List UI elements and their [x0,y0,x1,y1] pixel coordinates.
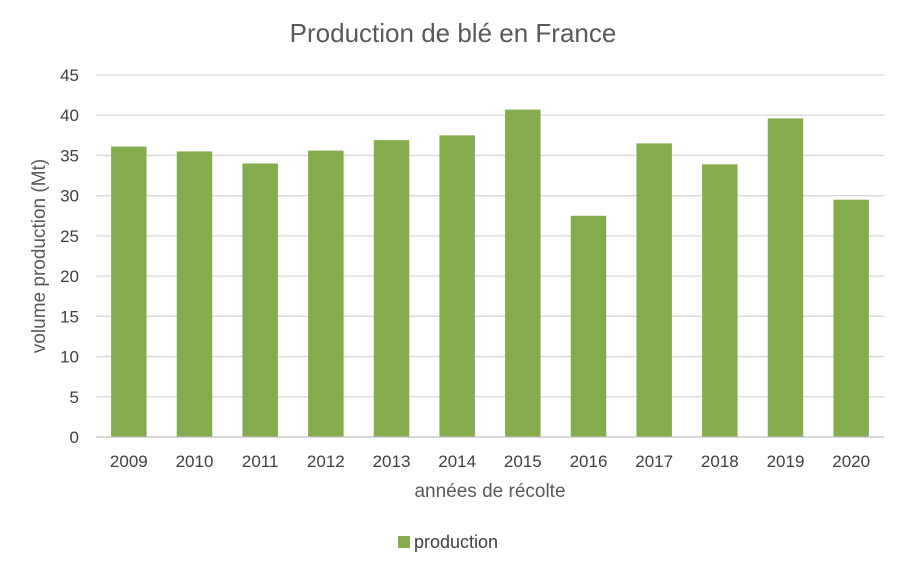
x-tick-label: 2014 [438,452,476,471]
bars [111,109,869,438]
x-tick-label: 2019 [767,452,805,471]
x-tick-label: 2018 [701,452,739,471]
y-tick-label: 20 [60,267,79,286]
legend-swatch [398,536,410,548]
bar-2016 [570,215,607,437]
x-tick-label: 2016 [570,452,608,471]
bar-2009 [111,146,147,437]
y-tick-label: 25 [60,227,79,246]
y-tick-label: 35 [60,146,79,165]
x-tick-label: 2009 [110,452,148,471]
x-tick-label: 2013 [373,452,411,471]
x-tick-label: 2012 [307,452,345,471]
bar-2020 [833,199,869,437]
chart-title: Production de blé en France [290,18,617,48]
bar-2015 [505,109,541,437]
y-tick-label: 40 [60,106,79,125]
bar-2011 [242,163,278,437]
y-tick-label: 45 [60,66,79,85]
x-tick-label: 2010 [176,452,214,471]
bar-2019 [767,118,804,437]
bar-2017 [636,143,672,437]
y-axis-ticks: 0 5 10 15 20 25 30 35 40 45 [60,66,79,447]
bar-2018 [702,164,738,437]
legend-label: production [414,532,498,552]
x-axis-ticks: 2009 2010 2011 2012 2013 2014 2015 2016 2017 2018… [110,452,870,471]
y-tick-label: 10 [60,348,79,367]
y-axis-label: volume production (Mt) [29,159,50,353]
bar-2012 [308,150,344,437]
y-tick-label: 30 [60,187,79,206]
bar-2013 [373,140,410,437]
x-tick-label: 2015 [504,452,542,471]
gridlines [96,74,884,398]
y-tick-label: 5 [70,388,79,407]
y-tick-label: 0 [70,428,79,447]
legend: production [398,532,498,552]
bar-2014 [439,135,475,438]
y-tick-label: 15 [60,307,79,326]
bar-2010 [176,151,213,437]
x-tick-label: 2011 [242,452,279,471]
x-tick-label: 2017 [635,452,673,471]
x-axis-label: années de récolte [414,481,565,502]
x-tick-label: 2020 [832,452,870,471]
